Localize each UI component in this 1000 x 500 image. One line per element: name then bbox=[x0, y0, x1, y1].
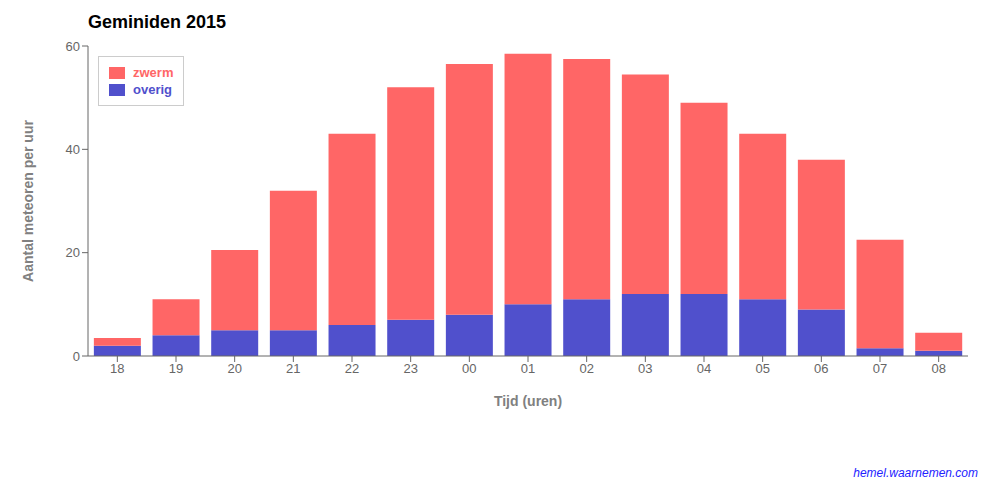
svg-text:20: 20 bbox=[66, 245, 80, 260]
svg-text:05: 05 bbox=[755, 361, 769, 376]
svg-text:02: 02 bbox=[579, 361, 593, 376]
svg-text:22: 22 bbox=[345, 361, 359, 376]
svg-text:Tijd (uren): Tijd (uren) bbox=[494, 393, 562, 409]
svg-text:20: 20 bbox=[227, 361, 241, 376]
html-text:Geminiden 2015: Geminiden 2015 bbox=[88, 12, 227, 32]
svg-text:40: 40 bbox=[66, 142, 80, 157]
svg-text:07: 07 bbox=[873, 361, 887, 376]
svg-text:23: 23 bbox=[403, 361, 417, 376]
svg-text:60: 60 bbox=[66, 39, 80, 54]
svg-text:0: 0 bbox=[73, 349, 80, 364]
svg-text:21: 21 bbox=[286, 361, 300, 376]
svg-text:06: 06 bbox=[814, 361, 828, 376]
svg-text:08: 08 bbox=[931, 361, 945, 376]
svg-text:00: 00 bbox=[462, 361, 476, 376]
svg-text:Aantal meteoren per uur: Aantal meteoren per uur bbox=[20, 120, 36, 282]
html-text:overig: overig bbox=[133, 82, 172, 97]
svg-text:03: 03 bbox=[638, 361, 652, 376]
svg-text:19: 19 bbox=[169, 361, 183, 376]
svg-text:01: 01 bbox=[521, 361, 535, 376]
html-text:zwerm: zwerm bbox=[133, 65, 174, 80]
svg-text:04: 04 bbox=[697, 361, 711, 376]
html-text:hemel.waarnemen.com: hemel.waarnemen.com bbox=[853, 466, 978, 480]
svg-text:18: 18 bbox=[110, 361, 124, 376]
